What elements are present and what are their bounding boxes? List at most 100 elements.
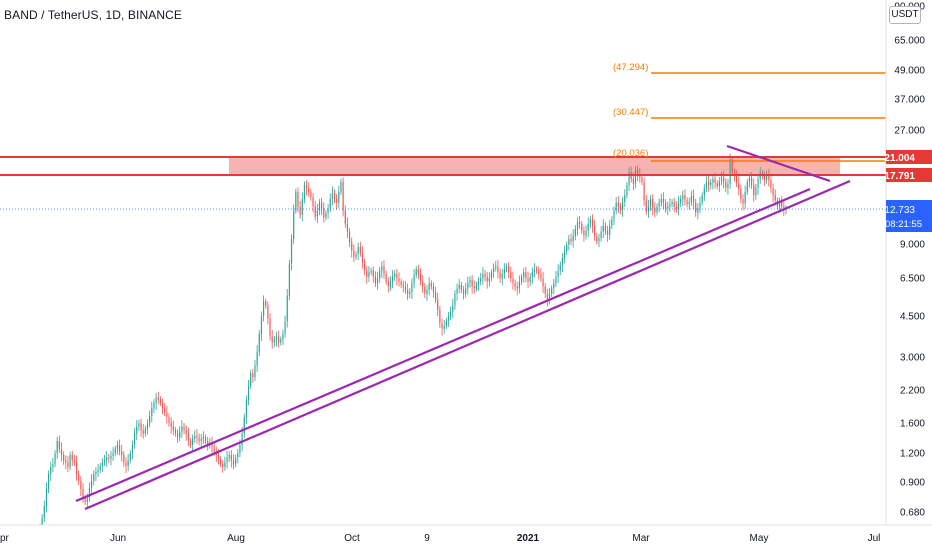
currency-dropdown[interactable]: USDT <box>889 6 921 24</box>
candle-body <box>189 441 192 445</box>
candle-body <box>723 177 725 182</box>
candle <box>116 440 118 455</box>
candle <box>391 270 394 288</box>
candle <box>454 290 456 310</box>
candle-body <box>93 474 95 481</box>
candle-body <box>533 269 536 273</box>
candle-body <box>660 198 662 203</box>
candle-body <box>419 273 422 282</box>
candle <box>486 271 488 289</box>
candle <box>118 439 121 456</box>
candle-body <box>222 464 224 468</box>
candle <box>701 192 703 206</box>
candle <box>660 193 662 207</box>
support-trendline-inner <box>75 187 811 503</box>
candle <box>637 165 639 182</box>
candle <box>525 266 527 283</box>
y-tick-label: 1.200 <box>900 449 925 460</box>
candle <box>140 418 142 438</box>
candle <box>379 267 381 283</box>
candle-body <box>237 453 239 458</box>
candle-body <box>680 198 682 203</box>
candle <box>237 448 239 464</box>
candle-body <box>295 191 297 211</box>
candle-body <box>256 351 258 366</box>
candle <box>142 424 144 439</box>
candle <box>56 436 58 459</box>
candle <box>166 405 168 424</box>
candle <box>432 282 435 298</box>
candle <box>361 246 364 269</box>
resistance-zone-fill <box>229 157 840 175</box>
candle <box>613 206 615 226</box>
candle <box>194 430 196 443</box>
candle <box>398 272 400 287</box>
candle-body <box>325 213 327 218</box>
candle-body <box>699 202 701 209</box>
candle-body <box>606 230 609 235</box>
candle <box>262 295 265 322</box>
candle <box>531 267 533 284</box>
candle <box>555 271 557 288</box>
candle-body <box>252 373 254 378</box>
candle <box>477 277 480 291</box>
y-tick-label: 4.500 <box>900 312 925 323</box>
candle-body <box>88 487 91 498</box>
candle <box>712 173 714 190</box>
candle-body <box>323 208 325 218</box>
candle <box>219 456 222 468</box>
y-tick-label: 27.000 <box>894 126 925 137</box>
candle-body <box>561 258 564 265</box>
candle <box>316 204 318 224</box>
candle-body <box>720 177 723 182</box>
candle-body <box>574 228 576 236</box>
candle-body <box>202 437 204 439</box>
candle-body <box>703 188 705 196</box>
candle-body <box>366 270 368 277</box>
candle-body <box>641 177 643 182</box>
candle-body <box>649 198 652 207</box>
candle-body <box>123 454 125 463</box>
candle-body <box>368 272 370 277</box>
candle-body <box>305 185 308 189</box>
candle <box>725 178 727 193</box>
candle-body <box>286 295 288 322</box>
candle <box>65 455 67 470</box>
candle-body <box>200 438 202 442</box>
candle-body <box>194 435 196 439</box>
candle <box>228 451 230 463</box>
y-tick-label: 0.900 <box>900 478 925 489</box>
candle-body <box>359 246 361 254</box>
candle-body <box>432 286 435 292</box>
candle <box>149 410 151 428</box>
resistance-upper-price-tag <box>886 150 932 164</box>
candle-body <box>763 176 766 181</box>
candle-body <box>396 273 398 279</box>
candle <box>230 450 232 468</box>
candle-body <box>275 336 278 340</box>
candle <box>518 275 521 294</box>
candle-body <box>415 269 417 276</box>
candle-body <box>637 170 639 175</box>
candle <box>426 285 428 301</box>
candle-body <box>516 286 518 289</box>
candle <box>245 395 247 425</box>
y-tick-label: 1.600 <box>900 419 925 430</box>
candle <box>338 185 340 208</box>
countdown-label: 08:21:55 <box>885 219 922 230</box>
candle <box>475 281 478 292</box>
candle <box>634 166 637 189</box>
candle-body <box>45 488 48 507</box>
candle-body <box>136 426 138 434</box>
candle-body <box>462 290 465 294</box>
candle-body <box>60 448 63 455</box>
candle-body <box>187 433 189 442</box>
candle <box>357 242 359 261</box>
candle-body <box>434 291 437 300</box>
candle-body <box>78 474 80 481</box>
candle-body <box>611 219 613 226</box>
candle-body <box>452 305 454 312</box>
candle <box>351 237 353 258</box>
